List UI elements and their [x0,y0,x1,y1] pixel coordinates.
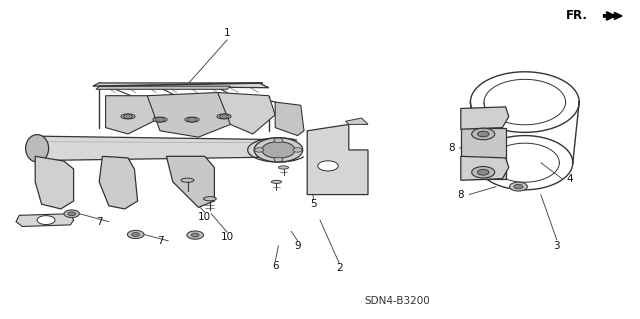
Circle shape [37,216,55,225]
Text: 6: 6 [272,261,278,271]
Circle shape [317,161,339,171]
Circle shape [255,148,264,152]
Text: 5: 5 [310,199,317,209]
Circle shape [262,142,295,158]
Ellipse shape [185,117,199,122]
Polygon shape [96,86,230,89]
Circle shape [514,184,523,189]
Text: 7: 7 [96,217,102,227]
Polygon shape [275,102,304,136]
Circle shape [274,138,283,143]
Text: 1: 1 [224,28,230,39]
Text: 4: 4 [566,174,573,184]
Circle shape [477,131,489,137]
Polygon shape [99,156,138,209]
Polygon shape [461,107,509,129]
Circle shape [68,212,76,216]
Polygon shape [604,12,622,19]
Circle shape [64,210,79,218]
Circle shape [509,182,527,191]
Text: 8: 8 [448,143,454,153]
Polygon shape [266,139,294,160]
Polygon shape [461,128,506,179]
Polygon shape [42,136,294,160]
Polygon shape [147,93,237,137]
Ellipse shape [271,180,282,183]
Circle shape [274,157,283,162]
Circle shape [472,167,495,178]
Text: 10: 10 [221,232,234,242]
Circle shape [220,114,228,119]
Circle shape [156,117,164,122]
Text: 3: 3 [554,241,560,251]
Circle shape [293,148,302,152]
Text: 9: 9 [294,241,301,251]
Circle shape [127,230,144,239]
Text: 8: 8 [458,189,464,200]
Ellipse shape [26,135,49,162]
Circle shape [477,169,489,175]
Circle shape [254,138,303,162]
Polygon shape [35,156,74,209]
Polygon shape [461,156,509,180]
Circle shape [188,117,196,122]
Ellipse shape [153,117,167,122]
Text: 10: 10 [198,212,211,222]
Text: SDN4-B3200: SDN4-B3200 [364,296,429,307]
Text: 7: 7 [157,236,163,246]
Ellipse shape [121,114,135,119]
Ellipse shape [278,166,289,169]
Circle shape [191,233,199,237]
Polygon shape [346,118,368,124]
Circle shape [187,231,204,239]
Text: 2: 2 [336,263,342,273]
Polygon shape [106,96,157,134]
Polygon shape [307,124,368,195]
Circle shape [472,128,495,140]
Ellipse shape [181,178,194,182]
Ellipse shape [217,114,231,119]
Circle shape [124,114,132,119]
Text: FR.: FR. [566,10,588,22]
Polygon shape [93,83,269,88]
Ellipse shape [204,197,216,201]
Polygon shape [16,214,74,226]
Polygon shape [218,93,275,134]
Circle shape [132,233,140,236]
Polygon shape [166,156,214,207]
